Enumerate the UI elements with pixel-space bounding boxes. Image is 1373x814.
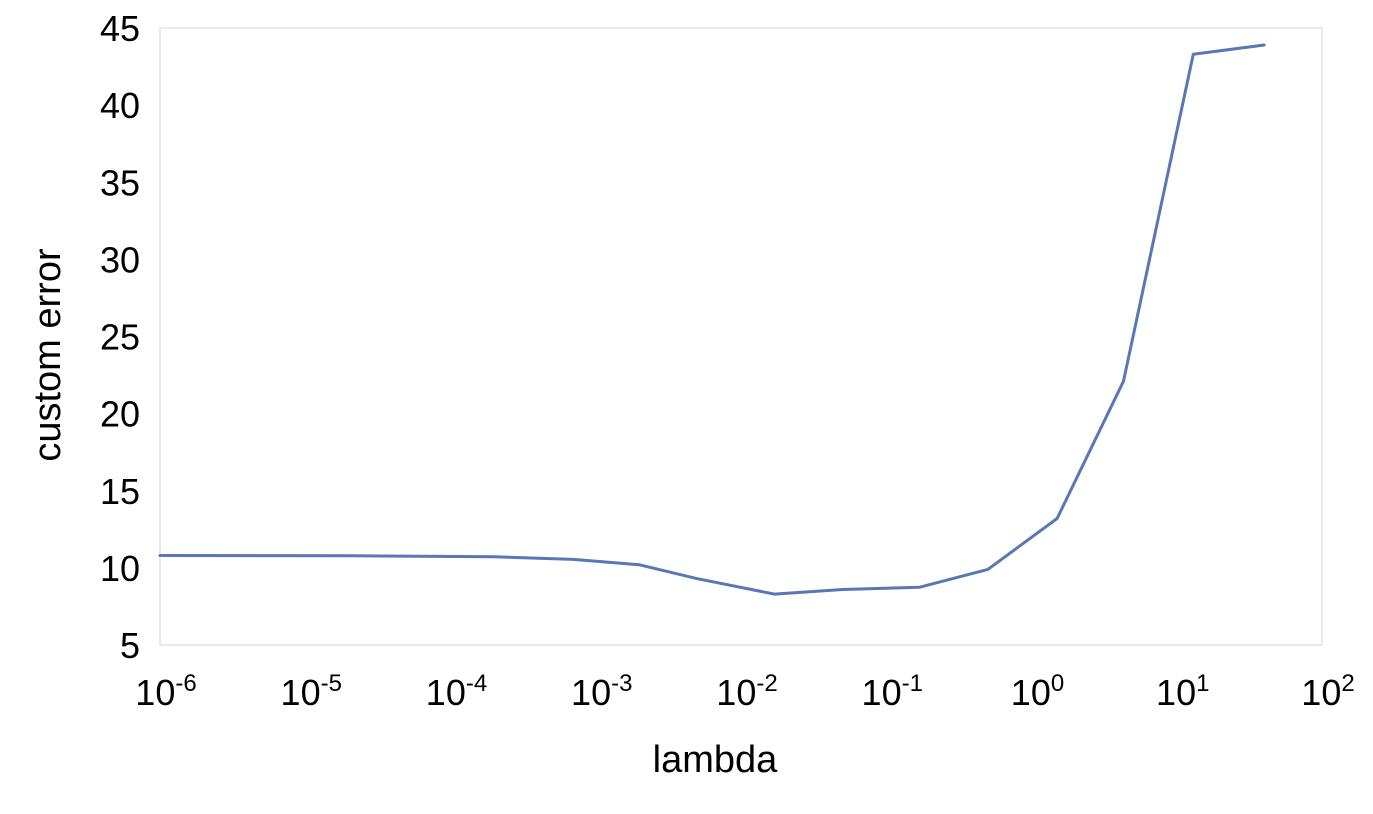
series-line xyxy=(158,43,1266,596)
x-tick-base: 10 xyxy=(281,672,321,713)
x-tick-label: 10-3 xyxy=(571,670,632,713)
x-tick-exponent: -4 xyxy=(466,670,487,697)
x-tick-exponent: 2 xyxy=(1341,670,1354,697)
y-tick-label: 20 xyxy=(100,394,140,435)
y-tick-label: 25 xyxy=(100,317,140,358)
x-axis-ticks: 10-6 10-5 10-4 10-3 10-2 10-1 100 101 102 xyxy=(135,670,1354,713)
x-tick-label: 10-2 xyxy=(716,670,777,713)
x-tick-base: 10 xyxy=(426,672,466,713)
x-tick-exponent: 0 xyxy=(1051,670,1064,697)
x-tick-label: 10-6 xyxy=(135,670,196,713)
x-tick-exponent: -2 xyxy=(756,670,777,697)
x-tick-label: 100 xyxy=(1011,670,1064,713)
x-tick-label: 101 xyxy=(1156,670,1209,713)
x-tick-exponent: 1 xyxy=(1196,670,1209,697)
x-tick-exponent: -1 xyxy=(902,670,923,697)
x-tick-base: 10 xyxy=(862,672,902,713)
y-axis-ticks: 5 10 15 20 25 30 35 40 45 xyxy=(100,8,140,666)
x-tick-exponent: -6 xyxy=(175,670,196,697)
x-tick-base: 10 xyxy=(135,672,175,713)
x-tick-label: 10-4 xyxy=(426,670,487,713)
x-tick-exponent: -5 xyxy=(321,670,342,697)
x-tick-base: 10 xyxy=(716,672,756,713)
y-tick-label: 30 xyxy=(100,239,140,280)
x-tick-base: 10 xyxy=(571,672,611,713)
y-tick-label: 35 xyxy=(100,162,140,203)
y-tick-label: 45 xyxy=(100,8,140,49)
x-tick-label: 10-5 xyxy=(281,670,342,713)
x-axis-label: lambda xyxy=(653,739,778,781)
y-tick-label: 15 xyxy=(100,471,140,512)
y-tick-label: 5 xyxy=(120,625,140,666)
x-tick-base: 10 xyxy=(1011,672,1051,713)
y-tick-label: 40 xyxy=(100,85,140,126)
y-axis-label: custom error xyxy=(27,248,69,462)
x-tick-exponent: -3 xyxy=(611,670,632,697)
plot-area-frame xyxy=(159,27,1323,646)
x-tick-label: 10-1 xyxy=(862,670,923,713)
x-tick-label: 102 xyxy=(1301,670,1354,713)
x-tick-base: 10 xyxy=(1156,672,1196,713)
y-tick-label: 10 xyxy=(100,548,140,589)
x-tick-base: 10 xyxy=(1301,672,1341,713)
